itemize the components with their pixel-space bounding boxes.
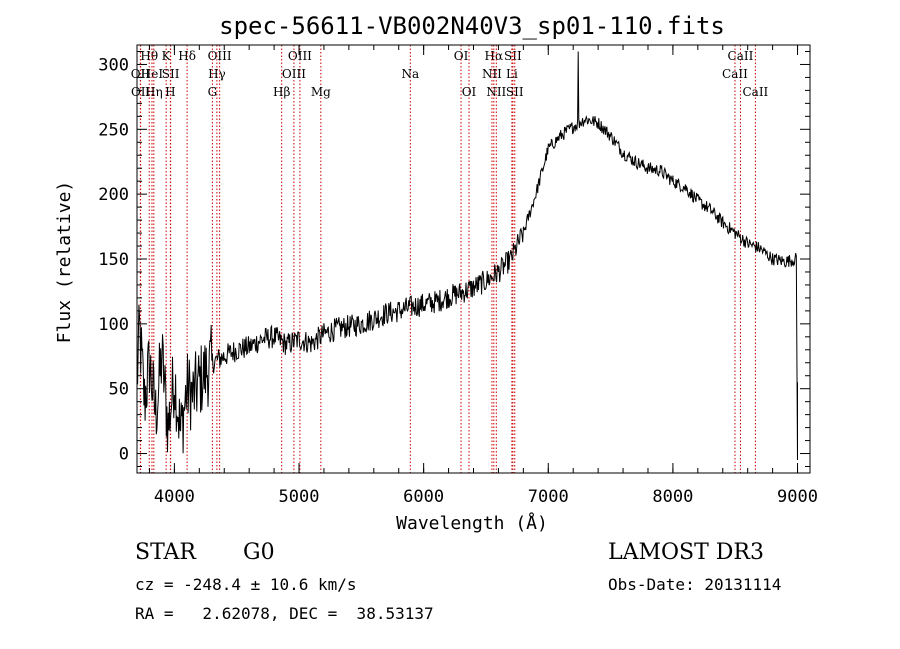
plot-frame [136, 44, 811, 474]
chart-title: spec-56611-VB002N40V3_sp01-110.fits [219, 12, 725, 40]
line-marker-label: OI [462, 85, 477, 99]
x-tick-label: 4000 [154, 487, 195, 507]
line-marker-label: Li [506, 67, 518, 81]
x-tick-label: 8000 [652, 487, 693, 507]
line-marker-label: OIII [208, 49, 232, 63]
spectrum-line [136, 51, 798, 461]
line-marker-label: OIII [288, 49, 312, 63]
line-marker-label: OII [131, 85, 151, 99]
line-marker-label: CaII [728, 49, 754, 63]
y-tick-label: 300 [98, 55, 129, 75]
x-axis: 4000 5000 6000 7000 8000 9000 [148, 45, 818, 507]
line-marker-label: CaII [722, 67, 748, 81]
y-tick-label: 250 [98, 120, 129, 140]
line-marker-label: Hα [485, 49, 504, 63]
y-tick-label: 0 [119, 445, 129, 465]
redshift-info: cz = -248.4 ± 10.6 km/s [135, 575, 357, 594]
line-marker-label: Na [401, 67, 419, 81]
y-tick-label: 100 [98, 315, 129, 335]
y-tick-label: 150 [98, 250, 129, 270]
object-subclass: G0 [243, 540, 275, 565]
series-layer [136, 51, 798, 461]
survey-name: LAMOST DR3 [608, 540, 764, 565]
line-marker-label: HeI [141, 67, 164, 81]
x-tick-label: 7000 [528, 487, 569, 507]
line-marker-label: G [208, 85, 218, 99]
line-marker-label: Hβ [273, 85, 290, 99]
y-tick-label: 200 [98, 185, 129, 205]
y-tick-label: 50 [109, 380, 129, 400]
line-marker-label: Hη [145, 85, 163, 99]
line-marker-label: Hδ [178, 49, 196, 63]
line-marker-label: Mg [311, 85, 331, 99]
line-marker-label: H [165, 85, 175, 99]
x-axis-label: Wavelength (Å) [396, 512, 548, 534]
x-tick-label: 5000 [279, 487, 320, 507]
line-marker-label: SII [504, 49, 522, 63]
y-axis: 0 50 100 150 200 250 300 [98, 50, 810, 468]
coordinates: RA = 2.62078, DEC = 38.53137 [135, 604, 434, 623]
line-marker-label: Hθ [140, 49, 158, 63]
line-marker-label: Hγ [208, 67, 226, 81]
line-marker-label: SII [506, 85, 524, 99]
line-marker-label: CaII [742, 85, 768, 99]
line-marker-label: NII [482, 67, 502, 81]
observation-date: Obs-Date: 20131114 [608, 575, 782, 594]
x-tick-label: 6000 [403, 487, 444, 507]
line-marker-label: OI [454, 49, 469, 63]
line-marker-label: K [162, 49, 172, 63]
y-axis-label: Flux (relative) [54, 181, 75, 344]
x-tick-label: 9000 [777, 487, 818, 507]
line-marker-label: NII [486, 85, 506, 99]
object-class: STAR [135, 540, 196, 565]
line-marker-label: OIII [282, 67, 306, 81]
